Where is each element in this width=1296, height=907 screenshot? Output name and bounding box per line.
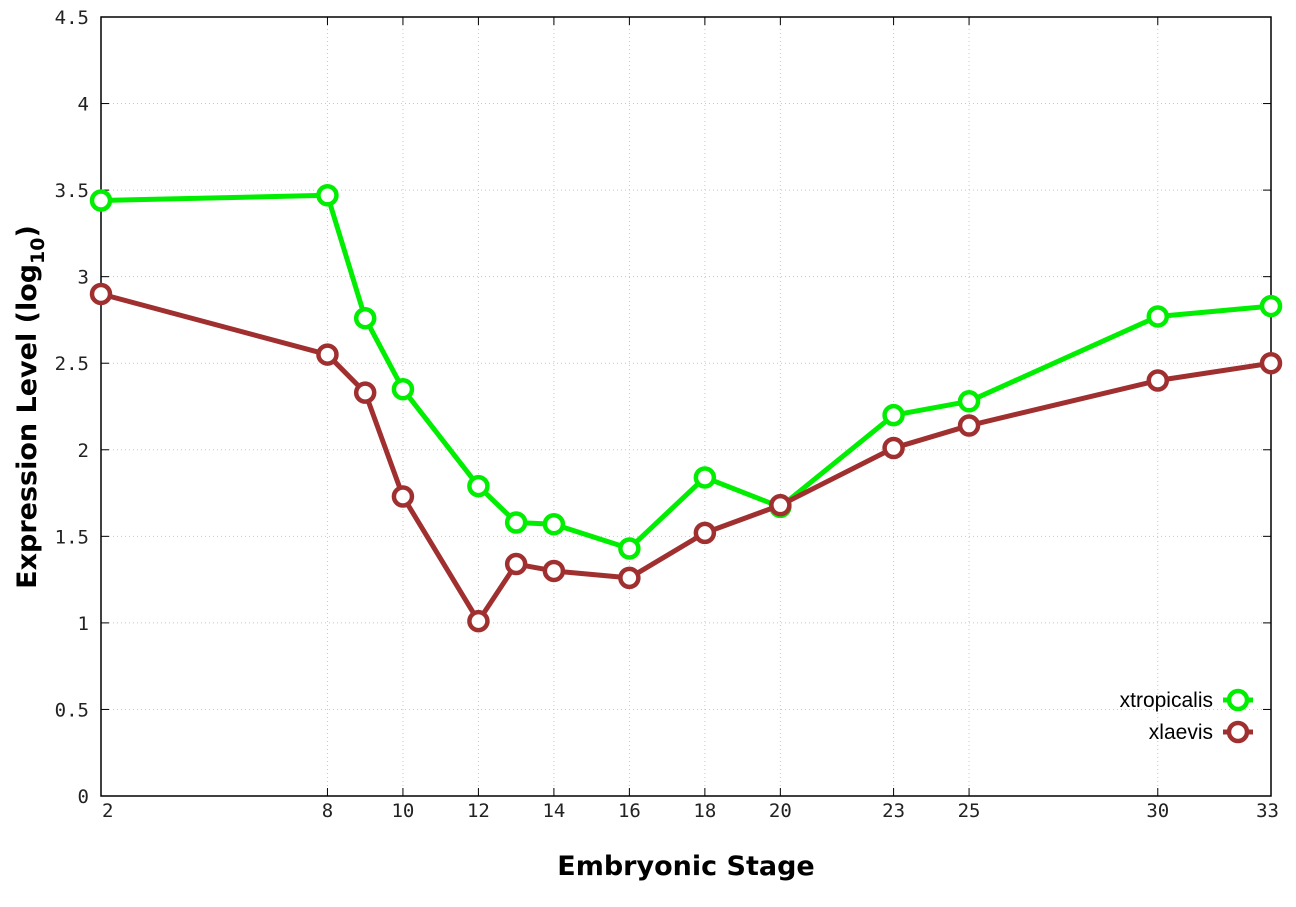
data-point-xlaevis xyxy=(467,609,490,633)
data-point-xtropicalis xyxy=(693,466,717,489)
y-tick-label: 3 xyxy=(78,267,89,289)
data-point-xlaevis xyxy=(89,282,113,306)
y-tick-label: 0.5 xyxy=(55,699,89,721)
x-tick-label: 20 xyxy=(769,800,792,822)
data-point-xlaevis xyxy=(882,436,905,460)
data-point-xlaevis xyxy=(769,493,792,517)
y-tick-label: 4.5 xyxy=(55,7,89,29)
data-point-xlaevis xyxy=(618,566,641,590)
y-axis-title-main: Expression Level (log xyxy=(12,264,43,589)
data-point-xtropicalis xyxy=(618,537,641,560)
data-point-xtropicalis xyxy=(391,377,415,401)
x-tick-label: 2 xyxy=(102,800,113,822)
grid-lines xyxy=(101,17,1271,796)
data-point-xtropicalis xyxy=(316,184,339,207)
data-point-xlaevis xyxy=(1146,369,1170,392)
data-point-xlaevis xyxy=(542,559,566,583)
series-lines xyxy=(89,184,1283,633)
plot-frame xyxy=(100,16,1272,797)
data-point-xtropicalis xyxy=(882,403,905,427)
x-tick-label: 8 xyxy=(322,800,333,822)
y-tick-label: 4 xyxy=(78,94,89,116)
y-tick-label: 1.5 xyxy=(55,526,89,548)
data-point-xlaevis xyxy=(504,552,528,576)
legend-swatch-marker-xlaevis xyxy=(1226,720,1250,744)
y-tick-label: 3.5 xyxy=(55,180,89,202)
x-tick-label: 10 xyxy=(391,800,414,822)
data-point-xlaevis xyxy=(693,521,717,545)
y-tick-label: 2.5 xyxy=(55,353,89,375)
data-point-xtropicalis xyxy=(504,511,528,534)
axis-ticks: 2 8 10 12 14 16 18 20 23 25 30 33 0 0.5 1 1.5 2 2.5 3 3.5 4 4… xyxy=(55,7,1279,822)
data-point-xlaevis xyxy=(391,485,415,508)
data-point-xtropicalis xyxy=(89,189,113,212)
x-tick-label: 12 xyxy=(467,800,490,822)
x-axis-title: Embryonic Stage xyxy=(557,851,814,882)
x-tick-label: 16 xyxy=(618,800,641,822)
x-tick-label: 23 xyxy=(882,800,905,822)
y-axis-title: Expression Level (log10) xyxy=(12,225,49,589)
x-tick-label: 18 xyxy=(693,800,716,822)
y-tick-label: 2 xyxy=(78,440,89,462)
x-tick-label: 30 xyxy=(1146,800,1169,822)
y-tick-label: 0 xyxy=(78,786,89,808)
series-line-xlaevis xyxy=(100,291,1272,624)
data-point-xlaevis xyxy=(353,381,377,404)
data-point-xtropicalis xyxy=(957,390,981,413)
legend-label-xtropicalis: xtropicalis xyxy=(1120,689,1213,712)
y-axis-title-subscript: 10 xyxy=(27,237,49,263)
legend: xtropicalis xlaevis xyxy=(1120,688,1253,744)
x-tick-label: 25 xyxy=(958,800,981,822)
legend-label-xlaevis: xlaevis xyxy=(1149,721,1213,744)
x-tick-label: 14 xyxy=(542,800,565,822)
series-line-xtropicalis xyxy=(100,192,1272,551)
data-point-xtropicalis xyxy=(353,306,377,330)
x-tick-label: 33 xyxy=(1256,800,1279,822)
y-axis-title-close: ) xyxy=(12,225,43,237)
data-point-xtropicalis xyxy=(1259,294,1283,318)
data-point-xtropicalis xyxy=(1146,305,1170,328)
data-point-xlaevis xyxy=(316,343,339,366)
data-point-xtropicalis xyxy=(542,512,566,536)
data-point-xlaevis xyxy=(957,414,981,437)
legend-swatch-marker-xtropicalis xyxy=(1226,688,1250,712)
y-tick-label: 1 xyxy=(78,613,89,635)
data-point-xlaevis xyxy=(1259,351,1283,375)
data-point-xtropicalis xyxy=(467,474,490,498)
